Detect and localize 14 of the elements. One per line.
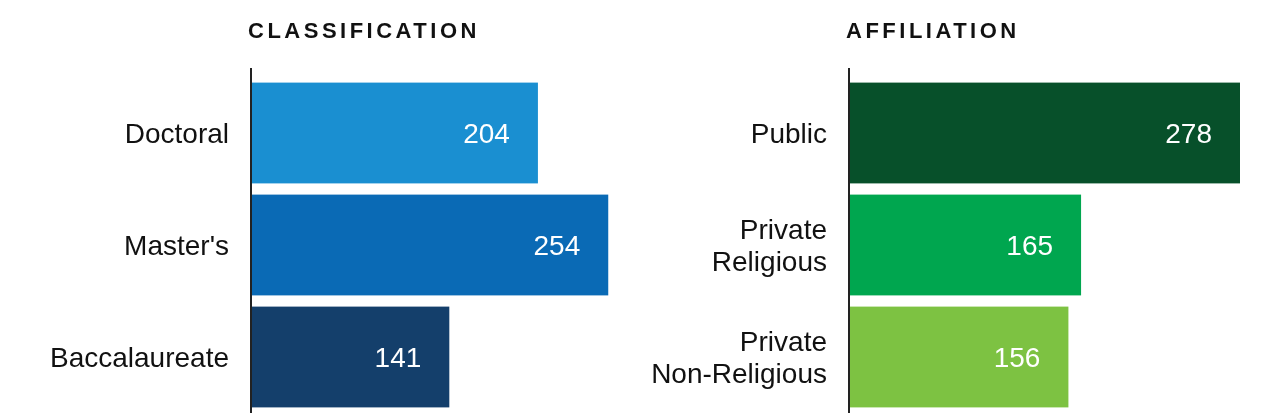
y-tick-label: Private Religious <box>711 213 827 277</box>
y-tick-label: Doctoral <box>124 117 229 149</box>
y-tick-label: Master's <box>124 229 229 261</box>
data-label: 156 <box>993 341 1041 373</box>
chart-title: AFFILIATION <box>846 18 1020 43</box>
data-label: 254 <box>533 229 581 261</box>
y-tick-label: Private Non-Religious <box>651 325 827 389</box>
data-label: 278 <box>1165 117 1212 149</box>
data-label: 204 <box>463 117 510 149</box>
data-label: 141 <box>374 341 422 373</box>
chart-title: CLASSIFICATION <box>248 18 480 43</box>
y-tick-label: Baccalaureate <box>49 341 229 373</box>
y-tick-label: Public <box>750 117 827 149</box>
data-label: 165 <box>1006 229 1054 261</box>
